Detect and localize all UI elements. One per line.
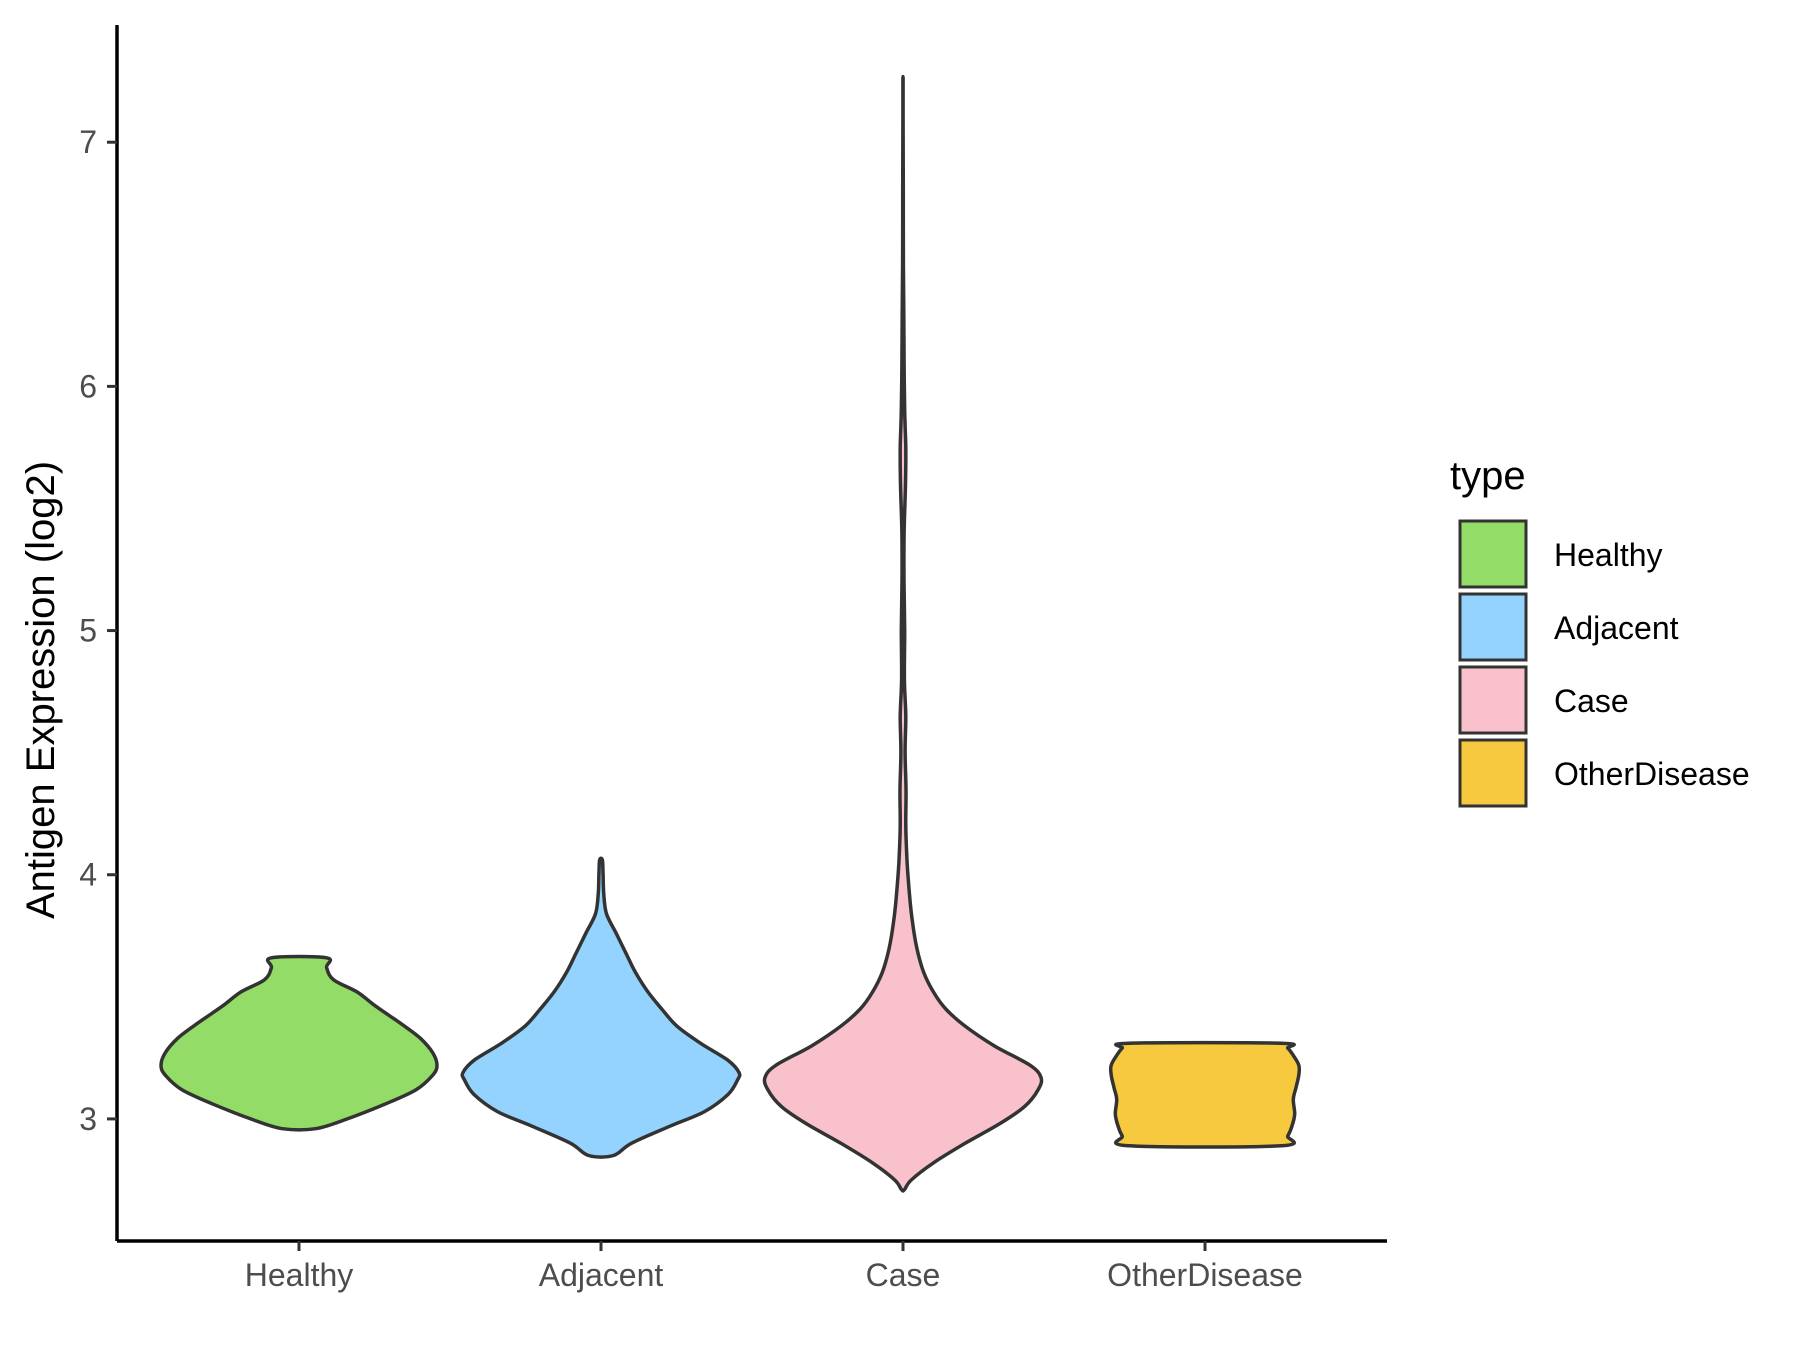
y-tick-label: 4	[79, 857, 97, 893]
legend-label-healthy: Healthy	[1554, 537, 1663, 573]
x-tick-label: Healthy	[245, 1257, 354, 1293]
legend-swatch-case	[1458, 665, 1528, 735]
y-tick-label: 3	[79, 1101, 97, 1137]
y-tick-label: 5	[79, 613, 97, 649]
y-tick-label: 7	[79, 124, 97, 160]
plot-area	[159, 74, 1302, 1193]
legend-swatch-adjacent	[1458, 592, 1528, 662]
legend: type Healthy Adjacent Case OtherDisease	[1450, 454, 1750, 808]
violin-case	[762, 74, 1044, 1193]
legend-label-adjacent: Adjacent	[1554, 610, 1679, 646]
axes	[115, 25, 1387, 1243]
y-tick-label: 6	[79, 368, 97, 404]
violin-otherdisease	[1108, 1040, 1302, 1149]
x-tick-label: Adjacent	[539, 1257, 664, 1293]
violin-adjacent	[460, 856, 742, 1159]
x-tick-label: Case	[866, 1257, 941, 1293]
x-axis-ticks: Healthy Adjacent Case OtherDisease	[245, 1241, 1303, 1293]
legend-title: type	[1450, 454, 1526, 498]
y-axis-ticks: 3 4 5 6 7	[79, 124, 117, 1137]
legend-swatch-otherdisease	[1458, 738, 1528, 808]
y-axis-title: Antigen Expression (log2)	[19, 461, 63, 919]
violin-healthy	[159, 954, 439, 1132]
legend-label-otherdisease: OtherDisease	[1554, 756, 1750, 792]
legend-label-case: Case	[1554, 683, 1629, 719]
legend-swatch-healthy	[1458, 519, 1528, 589]
x-tick-label: OtherDisease	[1107, 1257, 1303, 1293]
